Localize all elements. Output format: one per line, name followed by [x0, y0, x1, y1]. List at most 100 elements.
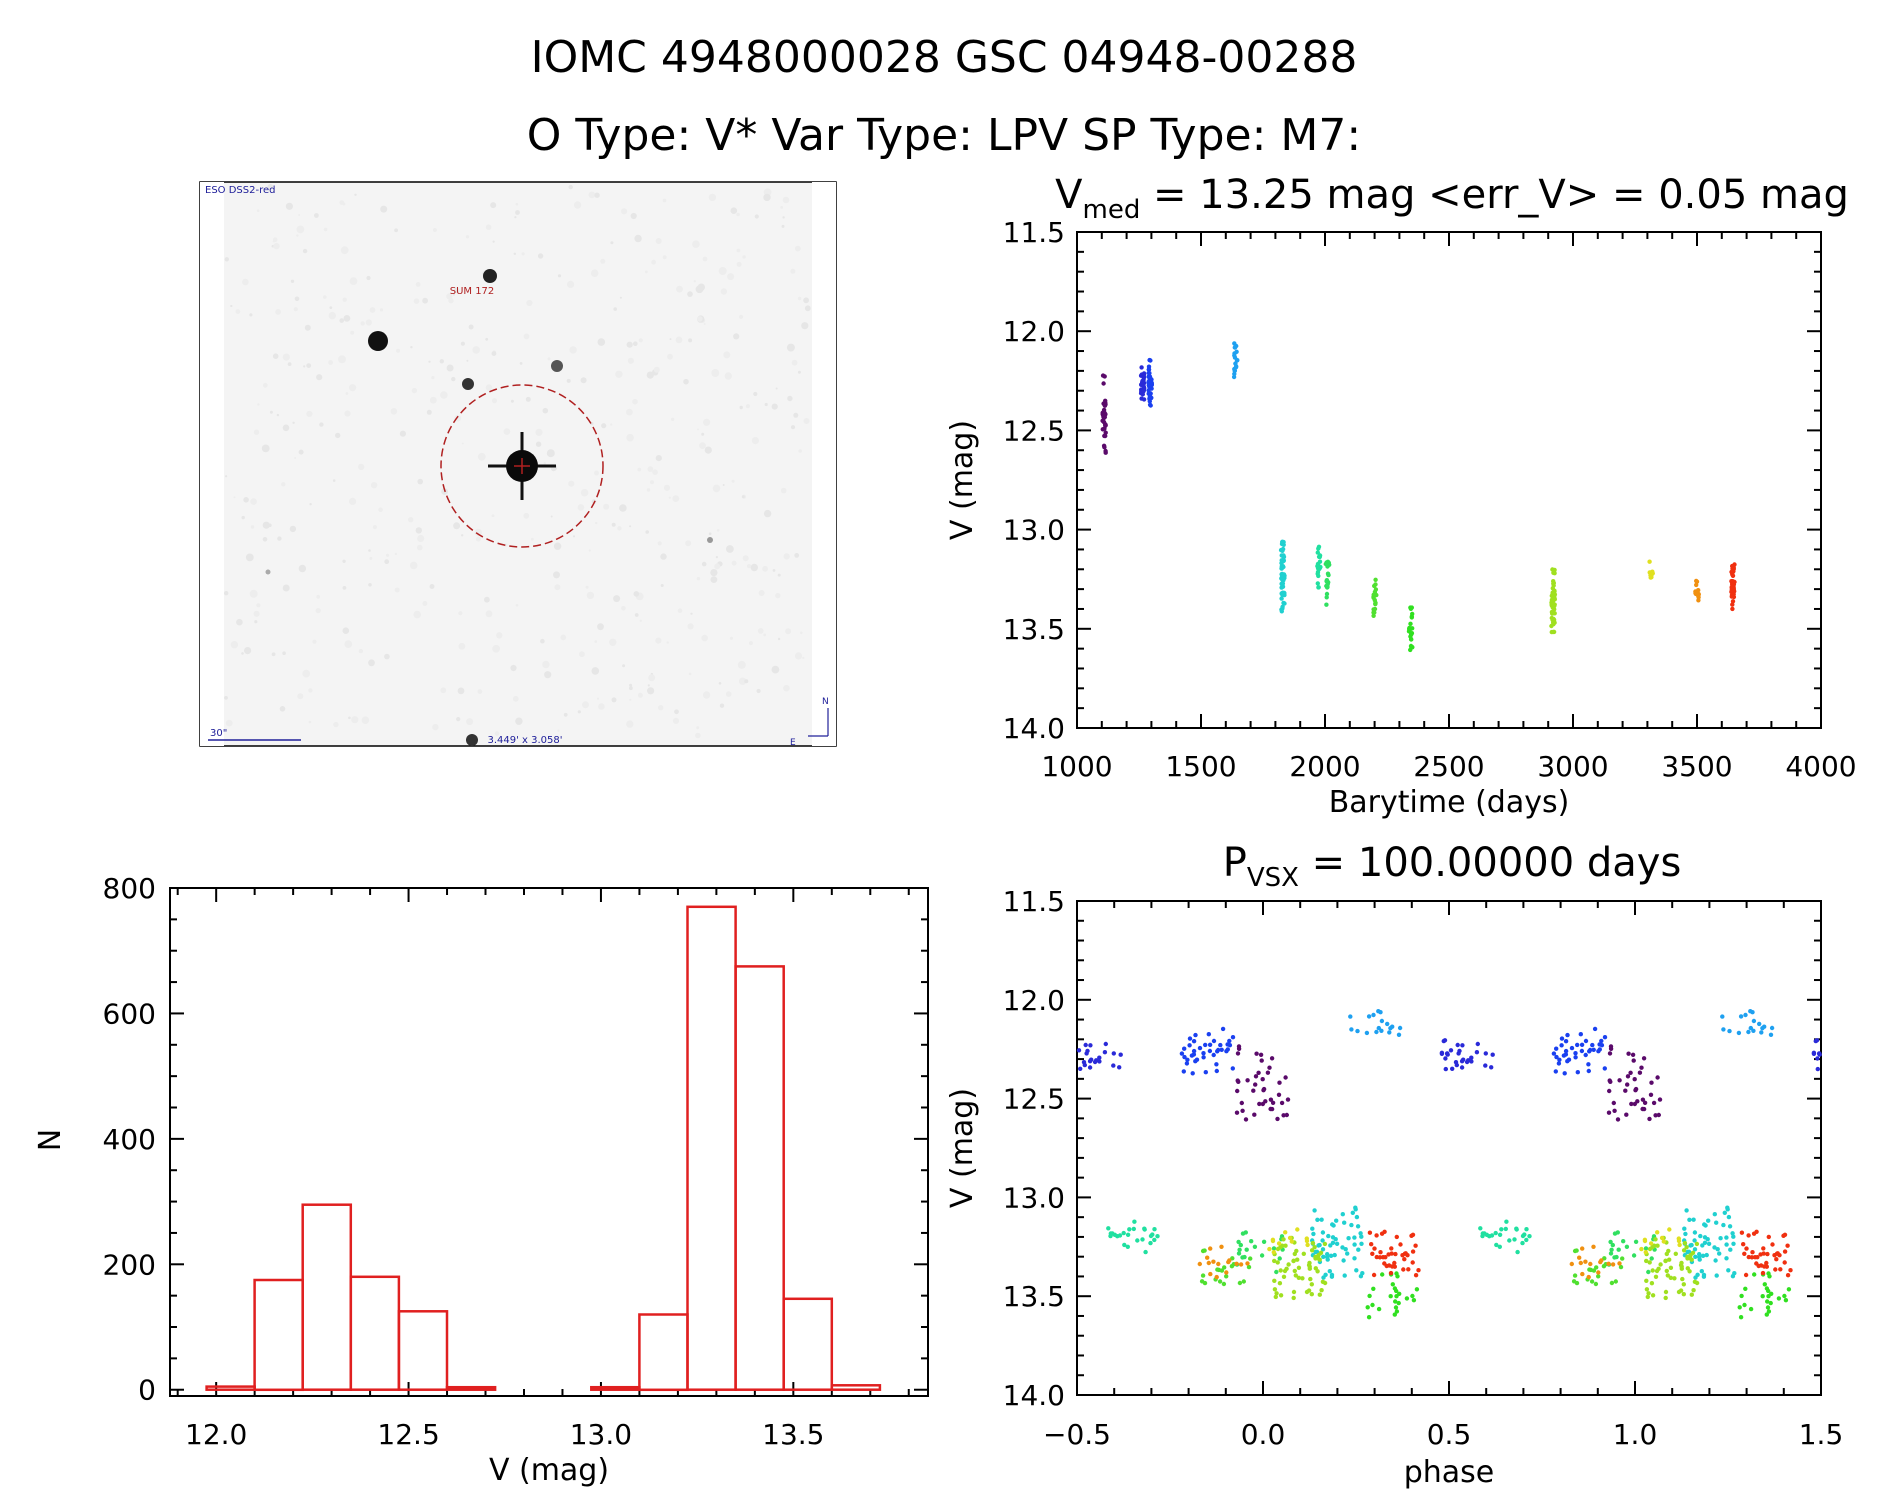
phase-curve-point	[1236, 1239, 1241, 1245]
phase-curve-point	[1333, 1237, 1338, 1242]
phase-curve-point	[1597, 1047, 1603, 1052]
finder-noise-speck	[780, 206, 784, 209]
phase-curve-point	[1760, 1270, 1766, 1276]
phase-curve-point	[1527, 1234, 1532, 1239]
phase-curve-point	[1782, 1260, 1787, 1265]
finder-noise-speck	[271, 652, 276, 657]
finder-noise-speck	[622, 664, 626, 668]
finder-noise-speck	[777, 573, 781, 577]
phase-curve-point	[1374, 1029, 1379, 1035]
phase-curve-point	[1280, 1243, 1285, 1248]
phase-curve-point	[1207, 1042, 1213, 1048]
phase-curve-point	[1367, 1293, 1372, 1299]
phase-curve-point	[1261, 1239, 1267, 1245]
finder-noise-speck	[254, 620, 258, 624]
finder-noise-speck	[303, 365, 306, 368]
finder-noise-speck	[660, 584, 664, 587]
finder-noise-speck	[242, 278, 249, 286]
finder-noise-speck	[293, 307, 298, 312]
phase-curve-point	[1657, 1097, 1663, 1102]
finder-noise-speck	[276, 413, 280, 417]
phase-curve-point	[1211, 1259, 1216, 1264]
phase-curve-point	[1235, 1088, 1240, 1094]
phase-curve-point	[1646, 1269, 1651, 1275]
finder-noise-speck	[269, 410, 273, 414]
phase-curve-point	[1633, 1239, 1639, 1245]
phase-curve-point	[1443, 1066, 1449, 1072]
finder-noise-speck	[590, 269, 599, 278]
finder-noise-speck	[566, 378, 571, 383]
phase-curve-point	[1401, 1267, 1406, 1272]
light-curve-y-tick-label: 11.5	[1003, 216, 1065, 249]
finder-noise-speck	[793, 412, 799, 418]
light-curve-point	[1141, 389, 1146, 394]
phase-curve-point	[1632, 1077, 1637, 1082]
phase-curve-point	[1637, 1070, 1643, 1075]
light-curve-point	[1103, 450, 1108, 455]
finder-noise-speck	[285, 202, 293, 210]
finder-noise-speck	[690, 612, 693, 615]
finder-noise-speck	[742, 255, 746, 259]
phase-curve-x-tick-label: 0.5	[1427, 1418, 1472, 1451]
phase-curve-point	[1578, 1260, 1584, 1266]
finder-noise-speck	[466, 718, 474, 726]
finder-noise-speck	[644, 270, 648, 274]
phase-curve-point	[1184, 1061, 1190, 1066]
finder-noise-speck	[655, 637, 662, 644]
finder-noise-speck	[739, 405, 743, 410]
phase-curve-point	[1772, 1253, 1777, 1258]
histogram-bar	[445, 1385, 497, 1391]
finder-noise-speck	[658, 705, 664, 711]
finder-noise-speck	[697, 316, 703, 322]
phase-curve-point	[1340, 1245, 1345, 1250]
finder-noise-speck	[603, 503, 610, 510]
phase-curve-point	[1712, 1245, 1717, 1250]
phase-curve-point	[1224, 1274, 1229, 1279]
light-curve-point	[1316, 546, 1321, 551]
finder-noise-speck	[554, 584, 561, 591]
phase-curve-point	[1360, 1271, 1365, 1276]
finder-noise-speck	[757, 628, 764, 634]
finder-noise-speck	[630, 212, 637, 220]
phase-curve-point	[1356, 1247, 1361, 1252]
histogram-x-tick-labels: 12.0 12.5 13.0 13.5	[185, 1418, 824, 1451]
phase-curve-point	[1230, 1066, 1236, 1071]
phase-curve-point	[1275, 1116, 1280, 1122]
phase-curve-point	[1410, 1293, 1415, 1299]
phase-curve-point	[1730, 1231, 1735, 1236]
finder-noise-speck	[647, 684, 650, 687]
phase-curve-point	[1610, 1262, 1616, 1267]
finder-noise-speck	[474, 528, 482, 537]
phase-curve-point	[1743, 1012, 1748, 1018]
finder-noise-speck	[368, 659, 375, 667]
finder-noise-speck	[693, 280, 696, 283]
phase-curve-point	[1615, 1230, 1621, 1235]
phase-curve-point	[1257, 1101, 1262, 1107]
phase-curve-point	[1353, 1205, 1358, 1210]
phase-curve-point	[1388, 1026, 1393, 1031]
finder-noise-speck	[233, 496, 236, 499]
phase-curve-point	[1240, 1108, 1245, 1114]
phase-curve-point	[1219, 1244, 1224, 1250]
finder-noise-speck	[677, 608, 683, 613]
finder-noise-speck	[701, 561, 707, 567]
finder-noise-speck	[660, 553, 667, 560]
finder-noise-speck	[601, 423, 607, 429]
phase-curve-point	[1205, 1255, 1210, 1260]
finder-noise-speck	[386, 553, 390, 557]
phase-curve-point	[1359, 1234, 1364, 1239]
finder-noise-speck	[726, 545, 734, 553]
finder-noise-speck	[738, 677, 747, 685]
finder-noise-speck	[253, 610, 260, 617]
phase-curve-point	[1647, 1116, 1652, 1122]
finder-noise-speck	[699, 442, 706, 449]
phase-curve-point	[1815, 1066, 1821, 1072]
finder-noise-speck	[304, 324, 311, 331]
finder-noise-speck	[720, 288, 728, 295]
finder-noise-speck	[594, 640, 598, 643]
phase-curve-point	[1189, 1053, 1195, 1058]
phase-curve-point	[1766, 1309, 1772, 1314]
finder-noise-speck	[745, 404, 751, 409]
phase-curve-point	[1691, 1288, 1696, 1293]
finder-noise-speck	[662, 255, 667, 260]
